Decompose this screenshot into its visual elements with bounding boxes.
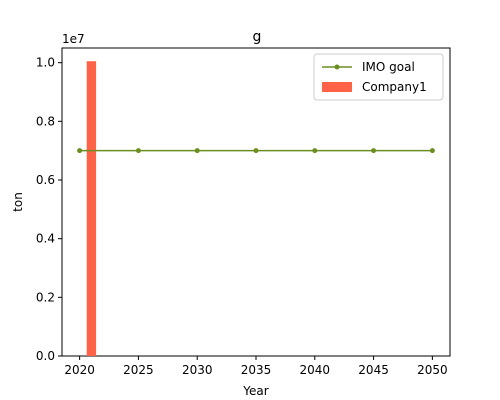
x-tick-label: 2045 bbox=[358, 363, 389, 377]
bars-layer bbox=[86, 61, 97, 356]
legend-swatch-company1 bbox=[322, 82, 352, 92]
x-axis: 2020 2025 2030 2035 2040 2045 2050 bbox=[64, 356, 448, 377]
y-tick-label: 0.6 bbox=[36, 173, 55, 187]
y-axis: 0.0 0.2 0.4 0.6 0.8 1.0 bbox=[36, 56, 62, 363]
x-tick-label: 2050 bbox=[417, 363, 448, 377]
y-offset-label: 1e7 bbox=[62, 32, 85, 46]
x-axis-label: Year bbox=[242, 384, 268, 398]
line-point bbox=[253, 148, 259, 154]
x-tick-label: 2030 bbox=[182, 363, 213, 377]
line-point bbox=[135, 148, 141, 154]
y-tick-label: 1.0 bbox=[36, 56, 55, 70]
y-tick-label: 0.2 bbox=[36, 290, 55, 304]
legend-label-imo-goal: IMO goal bbox=[362, 60, 415, 74]
x-tick-label: 2020 bbox=[64, 363, 95, 377]
line-point bbox=[371, 148, 377, 154]
lines-layer bbox=[77, 148, 435, 154]
x-tick-label: 2040 bbox=[300, 363, 331, 377]
line-point bbox=[429, 148, 435, 154]
bar-company1 bbox=[86, 61, 97, 356]
y-tick-label: 0.4 bbox=[36, 232, 55, 246]
x-tick-label: 2025 bbox=[123, 363, 154, 377]
chart-title: g bbox=[253, 29, 262, 45]
line-point bbox=[312, 148, 318, 154]
y-tick-label: 0.0 bbox=[36, 349, 55, 363]
line-point bbox=[77, 148, 83, 154]
x-tick-label: 2035 bbox=[241, 363, 272, 377]
legend-label-company1: Company1 bbox=[362, 80, 427, 94]
legend-marker-imo-goal bbox=[334, 64, 340, 70]
y-axis-label: ton bbox=[11, 192, 25, 212]
legend: IMO goal Company1 bbox=[313, 53, 444, 101]
line-point bbox=[194, 148, 200, 154]
y-tick-label: 0.8 bbox=[36, 114, 55, 128]
